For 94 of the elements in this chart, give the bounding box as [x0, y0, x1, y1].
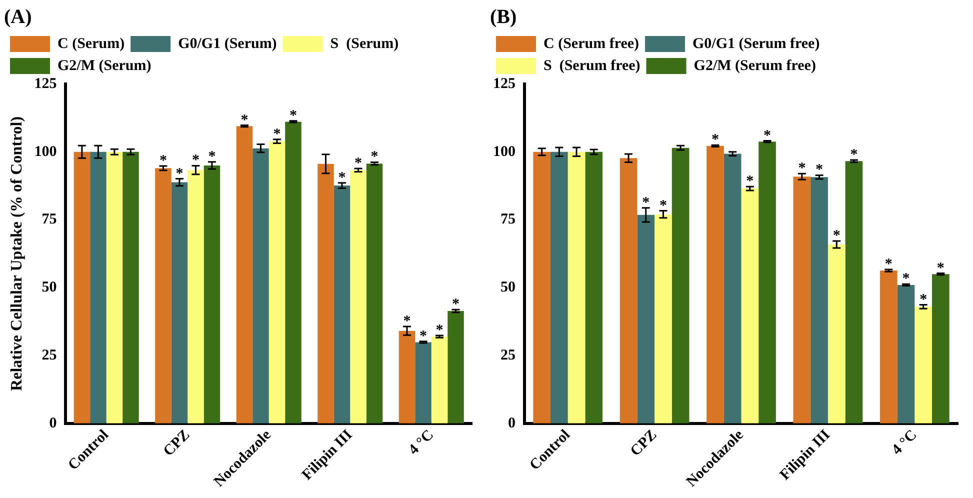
legend-label: G0/G1 (Serum free) — [692, 36, 820, 52]
bar — [568, 152, 586, 424]
bar — [672, 148, 690, 424]
data-label: * — [354, 155, 362, 172]
data-label: * — [452, 296, 460, 313]
bar — [550, 152, 568, 424]
y-axis-title: Relative Cellular Uptake (% of Control) — [8, 116, 26, 391]
bar — [188, 170, 204, 424]
data-label: * — [273, 126, 281, 142]
y-tick-label: 50 — [500, 280, 516, 296]
data-label: * — [159, 153, 167, 170]
y-tick-label: 125 — [34, 76, 57, 92]
bar — [74, 152, 90, 424]
bar — [366, 164, 383, 424]
data-label: * — [403, 313, 411, 330]
bar — [285, 122, 302, 424]
legend-label: G2/M (Serum free) — [694, 58, 816, 74]
data-label: * — [370, 149, 378, 166]
y-tick-label: 75 — [500, 212, 516, 228]
data-label: * — [832, 228, 840, 244]
data-label: * — [419, 328, 427, 344]
legend-label: G0/G1 (Serum) — [178, 36, 277, 52]
legend-label: G2/M (Serum) — [58, 58, 152, 74]
bar — [171, 182, 188, 424]
bar — [122, 152, 139, 424]
data-label: * — [746, 174, 754, 190]
data-label: * — [902, 271, 910, 288]
bar — [585, 152, 603, 424]
y-tick-label: 0 — [49, 415, 57, 432]
bar — [880, 270, 898, 424]
y-tick-label: 0 — [508, 415, 516, 432]
bar — [620, 158, 638, 424]
bar — [398, 330, 416, 424]
bar — [252, 148, 269, 424]
bar — [758, 142, 776, 424]
bar — [897, 284, 915, 424]
y-tick-label: 25 — [500, 347, 516, 364]
bar — [845, 161, 863, 424]
bar — [654, 214, 672, 424]
x-tick-label: 4 °C — [406, 427, 437, 458]
y-tick-label: 100 — [493, 144, 516, 160]
data-label: * — [936, 260, 944, 276]
data-label: * — [192, 152, 200, 169]
legend-label: C (Serum free) — [544, 36, 640, 52]
bar — [828, 244, 846, 424]
data-label: * — [240, 112, 248, 128]
data-label: * — [816, 162, 824, 178]
data-label: * — [338, 170, 346, 186]
bar — [204, 165, 220, 424]
data-label: * — [798, 160, 806, 177]
data-label: * — [711, 132, 719, 148]
data-label: * — [884, 256, 892, 272]
bar — [793, 176, 811, 424]
bar — [724, 154, 742, 424]
legend-label: S (Serum) — [330, 36, 399, 52]
bar — [914, 306, 932, 424]
x-tick-label: CPZ — [628, 427, 660, 460]
bar — [448, 311, 464, 424]
bar — [932, 274, 950, 424]
data-label: * — [289, 108, 297, 124]
data-label: * — [764, 128, 772, 144]
x-tick-label: CPZ — [160, 427, 194, 460]
x-tick-label: 4 °C — [889, 427, 920, 458]
y-tick-label: 75 — [42, 212, 57, 228]
data-label: * — [659, 198, 667, 214]
data-label: * — [208, 148, 216, 165]
legend-label: C (Serum) — [58, 36, 125, 52]
chart-title: (A) — [4, 6, 32, 28]
bar — [431, 336, 448, 424]
bar — [637, 214, 655, 424]
bar — [236, 126, 253, 424]
bar — [90, 152, 106, 424]
y-tick-label: 50 — [42, 280, 57, 296]
bar — [706, 146, 724, 424]
chart-title: (B) — [490, 6, 517, 28]
bar — [155, 168, 172, 424]
data-label: * — [642, 194, 650, 211]
bar — [533, 152, 551, 424]
bar — [741, 188, 759, 424]
bar — [334, 186, 350, 424]
y-tick-label: 25 — [42, 347, 57, 364]
data-label: * — [436, 322, 444, 338]
y-tick-label: 125 — [493, 76, 516, 92]
data-label: * — [176, 166, 184, 182]
data-label: * — [920, 292, 928, 308]
bar — [268, 141, 286, 424]
y-tick-label: 100 — [34, 144, 57, 160]
bar — [415, 342, 432, 424]
bar — [350, 170, 366, 424]
data-label: * — [850, 147, 858, 164]
bar — [318, 164, 334, 424]
bar — [106, 152, 123, 424]
bar — [810, 177, 828, 424]
legend-label: S (Serum free) — [544, 58, 640, 74]
